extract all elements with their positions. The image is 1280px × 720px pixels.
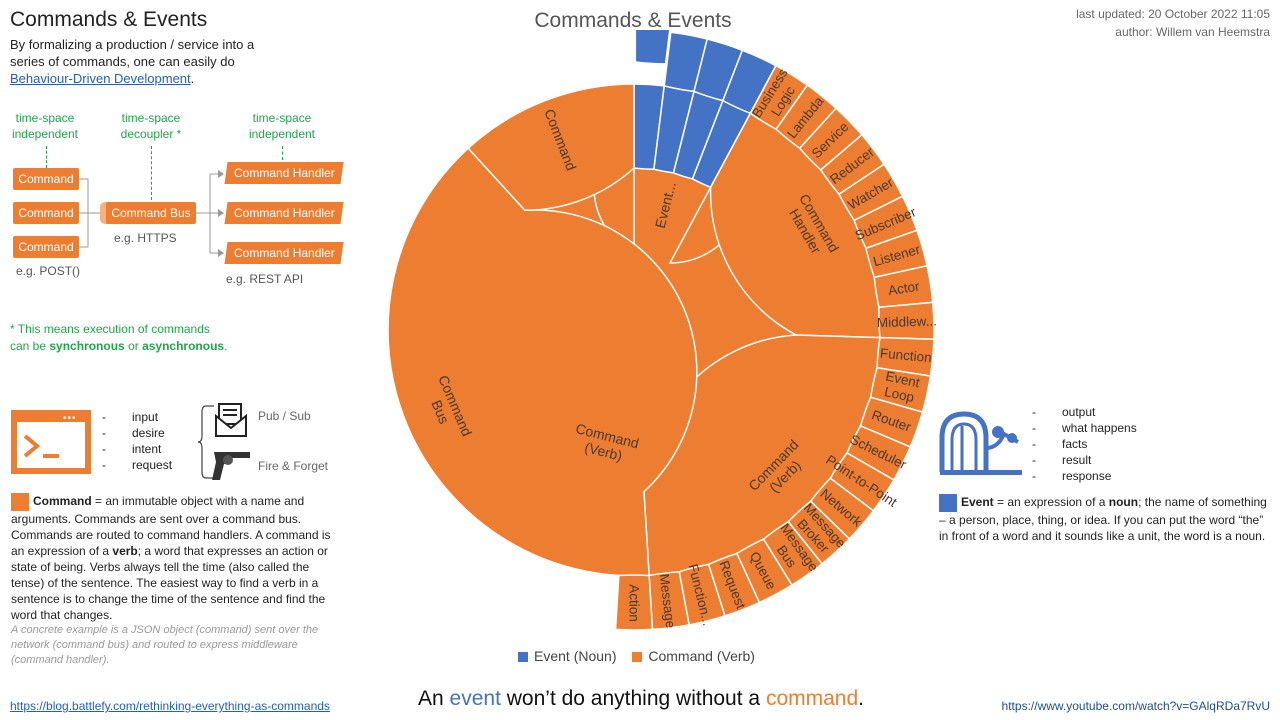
dashed-connector-left — [46, 146, 47, 168]
label-time-space-independent-left: time-space independent — [11, 111, 79, 141]
command-def-text: = an immutable object with a name and ar… — [11, 494, 331, 558]
command-definition: Command = an immutable object with a nam… — [11, 493, 341, 623]
footnote-mid: or — [124, 339, 143, 353]
sunburst-ring2-segment-command-bus-6[interactable] — [387, 147, 698, 577]
sunburst-ring2-segment-command-7[interactable] — [467, 83, 635, 212]
terminal-prompt-icon — [23, 434, 59, 458]
flow-wires — [79, 170, 224, 257]
sunburst-label-function: Function — [879, 346, 932, 366]
footnote-end: . — [224, 339, 228, 353]
tagline-command: command — [765, 687, 859, 710]
command-handler-box-2: Command Handler — [224, 202, 344, 224]
footnote-line2: can be synchronous or asynchronous. — [10, 338, 227, 355]
command-bus-box: Command Bus — [106, 202, 196, 224]
sunburst-ring3-segment-blank-0[interactable] — [634, 30, 672, 65]
event-def-text2: ; the name of something – a person, plac… — [939, 495, 1267, 543]
sunburst-label-actor: Actor — [887, 278, 921, 298]
command-swatch — [11, 493, 29, 511]
intro-after: . — [190, 71, 195, 86]
blog-link[interactable]: https://blog.battlefy.com/rethinking-eve… — [10, 699, 330, 713]
tagline: An event won’t do anything without a com… — [0, 687, 1280, 711]
author: author: Willem van Heemstra — [1115, 25, 1270, 39]
footnote-prefix: can be — [10, 339, 50, 353]
command-bus-cap — [100, 202, 110, 224]
bullet-input: input — [102, 409, 202, 425]
command-bullets: input desire intent request — [102, 409, 202, 473]
sunburst-chart: Event...Command(Verb)CommandHandlerComma… — [387, 30, 937, 631]
tagline-mid: won’t do anything without a — [500, 687, 766, 710]
command-def-bold: Command — [33, 494, 92, 509]
bullet-what-happens: what happens — [1032, 420, 1172, 436]
command-handler-box-3: Command Handler — [224, 242, 344, 264]
event-definition: Event = an expression of a noun; the nam… — [939, 494, 1271, 544]
event-def-noun: noun — [1108, 495, 1139, 510]
bullet-intent: intent — [102, 441, 202, 457]
tagline-end: . — [858, 687, 864, 710]
sunburst-label-message: Message — [657, 573, 679, 629]
dashed-connector-mid — [151, 146, 152, 200]
eg-https: e.g. HTTPS — [114, 231, 177, 245]
footnote-sync: synchronous — [49, 339, 125, 353]
legend-event: Event (Noun) — [534, 648, 617, 664]
bullet-desire: desire — [102, 425, 202, 441]
envelope-icon — [215, 403, 247, 437]
bullet-output: output — [1032, 404, 1172, 420]
youtube-link[interactable]: https://www.youtube.com/watch?v=GAlqRDa7… — [1001, 699, 1270, 713]
command-example: A concrete example is a JSON object (com… — [11, 624, 319, 666]
intro-body: By formalizing a production / service in… — [10, 37, 255, 69]
bracket-icon — [197, 405, 214, 479]
command-def-verb: verb — [112, 544, 138, 558]
terminal-dots: ••• — [63, 413, 77, 424]
pubsub-label: Pub / Sub — [258, 409, 311, 423]
command-handler-label-1: Command Handler — [233, 166, 335, 180]
chart-legend: Event (Noun) Command (Verb) — [518, 648, 755, 664]
command-box-1: Command — [13, 168, 79, 190]
footnote-line1: * This means execution of commands — [10, 322, 210, 336]
command-handler-label-2: Command Handler — [233, 206, 335, 220]
eg-post: e.g. POST() — [16, 264, 81, 278]
event-def-text: = an expression of a — [993, 495, 1109, 510]
terminal-screen — [17, 422, 85, 468]
legend-command: Command (Verb) — [648, 648, 755, 664]
revolver-icon — [212, 452, 250, 480]
last-updated: last updated: 20 October 2022 11:05 — [1076, 7, 1270, 21]
tagline-prefix: An — [418, 687, 450, 710]
event-bullets: output what happens facts result respons… — [1032, 404, 1172, 484]
event-swatch — [939, 494, 957, 512]
label-time-space-decoupler: time-space decoupler * — [120, 111, 182, 141]
command-def-text2: ; a word that expresses an action or sta… — [11, 544, 328, 622]
bullet-result: result — [1032, 452, 1172, 468]
bullet-request: request — [102, 457, 202, 473]
bdd-link[interactable]: Behaviour-Driven Development — [10, 71, 191, 86]
tagline-event: event — [449, 687, 501, 710]
legend-event-swatch — [518, 652, 528, 663]
chart-title: Commands & Events — [534, 9, 732, 32]
legend-command-swatch — [632, 652, 643, 663]
bullet-response: response — [1032, 468, 1172, 484]
fire-forget-label: Fire & Forget — [258, 459, 329, 473]
label-time-space-independent-right: time-space independent — [248, 111, 316, 141]
eg-rest-api: e.g. REST API — [226, 272, 304, 286]
sunburst-label-middlew: Middlew... — [877, 313, 937, 330]
dashed-connector-right — [282, 146, 283, 160]
sunburst-label-event-loop: EventLoop — [881, 368, 921, 405]
footnote-async: asynchronous — [142, 339, 225, 353]
footnote: * This means execution of commands can b… — [10, 321, 227, 355]
terminal-icon: ••• — [11, 410, 91, 474]
command-box-3: Command — [13, 236, 79, 258]
sunburst-ring3-segment-action-25[interactable] — [614, 574, 654, 631]
intro-text: By formalizing a production / service in… — [10, 36, 280, 87]
sunburst-label-action: Action — [626, 584, 641, 622]
event-def-bold: Event — [961, 495, 994, 510]
bullet-facts: facts — [1032, 436, 1172, 452]
command-box-2: Command — [13, 202, 79, 224]
roller-coaster-icon — [939, 411, 1022, 475]
command-handler-label-3: Command Handler — [233, 246, 335, 260]
command-handler-box-1: Command Handler — [224, 162, 344, 184]
page-heading: Commands & Events — [10, 8, 208, 31]
